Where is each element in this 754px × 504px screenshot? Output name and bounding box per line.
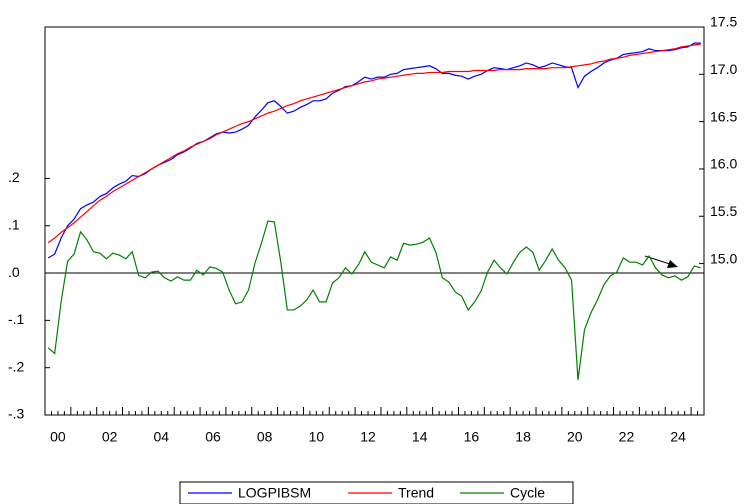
y-tick-label: .2 [8, 169, 20, 185]
legend-label: Cycle [510, 485, 545, 501]
x-tick-label: 24 [670, 429, 686, 445]
x-tick-label: 04 [154, 429, 170, 445]
x-tick-label: 02 [102, 429, 118, 445]
x-tick-label: 08 [257, 429, 273, 445]
y-tick-label: -.3 [8, 406, 25, 422]
y2-tick-label: 17.5 [710, 14, 737, 30]
y-tick-label: -.2 [8, 358, 25, 374]
x-tick-label: 10 [309, 429, 325, 445]
legend-label: LOGPIBSM [238, 485, 311, 501]
series-line [47, 220, 701, 381]
y2-tick-label: 15.5 [710, 203, 737, 219]
plot-frame [44, 26, 705, 416]
x-tick-label: 14 [412, 429, 428, 445]
series-line [47, 42, 701, 259]
x-tick-label: 18 [515, 429, 531, 445]
y2-tick-label: 16.5 [710, 108, 737, 124]
series-line [47, 43, 701, 244]
y2-tick-label: 16.0 [710, 156, 737, 172]
legend-label: Trend [398, 485, 434, 501]
x-tick-label: 00 [50, 429, 66, 445]
x-tick-label: 16 [464, 429, 480, 445]
y2-tick-label: 17.0 [710, 61, 737, 77]
x-tick-label: 06 [205, 429, 221, 445]
y-tick-label: .1 [8, 216, 20, 232]
arrow-head [667, 260, 678, 268]
y-tick-label: .0 [8, 264, 20, 280]
x-tick-label: 22 [619, 429, 635, 445]
y-tick-label: -.1 [8, 311, 25, 327]
x-tick-label: 20 [567, 429, 583, 445]
y2-tick-label: 15.0 [710, 250, 737, 266]
x-tick-label: 12 [360, 429, 376, 445]
